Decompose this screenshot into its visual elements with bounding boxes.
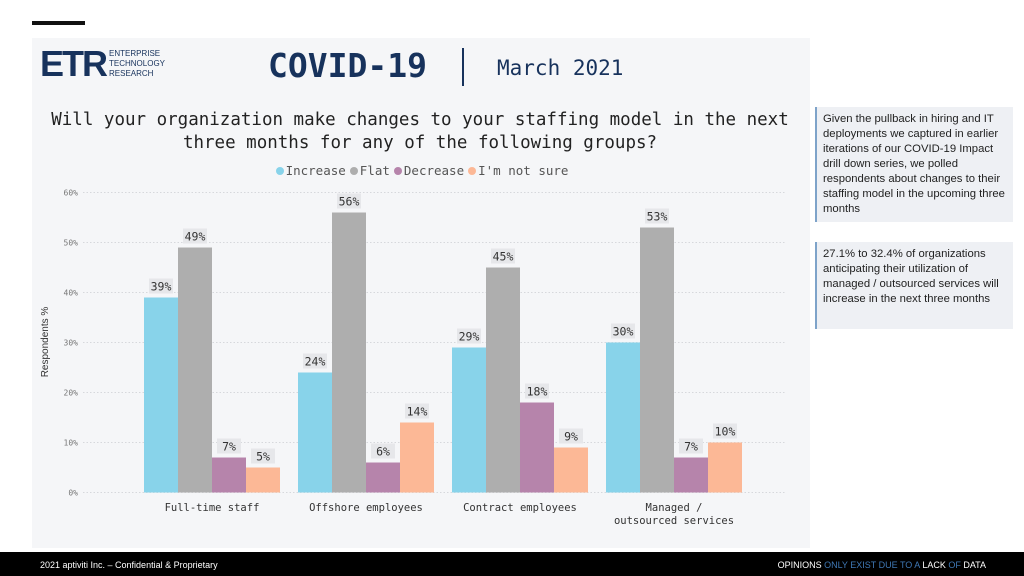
legend-label: I'm not sure (478, 163, 569, 178)
chart-legend: Increase Flat Decrease I'm not sure (40, 163, 800, 178)
note-box-1: Given the pullback in hiring and IT depl… (815, 107, 1013, 222)
y-tick-label: 40% (64, 289, 79, 298)
slide-date: March 2021 (497, 56, 624, 80)
data-label-bg (371, 443, 395, 459)
legend-label: Flat (359, 163, 390, 178)
y-axis-label: Respondents % (40, 307, 51, 378)
logo-line: RESEARCH (109, 69, 154, 78)
tagline-part: ONLY EXIST DUE TO A (824, 560, 923, 570)
data-label-bg (679, 438, 703, 454)
data-label-bg (611, 323, 635, 339)
data-label-bg (405, 403, 429, 419)
bar-flat (332, 212, 366, 493)
bar-increase (452, 347, 486, 493)
bar-flat (178, 247, 212, 493)
note-box-2: 27.1% to 32.4% of organizations anticipa… (815, 242, 1013, 329)
bar-i-m-not-sure (246, 467, 280, 493)
bar-decrease (520, 402, 554, 493)
data-label-bg (645, 208, 669, 224)
data-label-bg (149, 278, 173, 294)
bar-i-m-not-sure (554, 447, 588, 493)
bar-increase (606, 342, 640, 493)
data-label-bg (457, 328, 481, 344)
bar-decrease (674, 457, 708, 493)
data-label-bg (217, 438, 241, 454)
legend-swatch (468, 167, 477, 175)
bar-i-m-not-sure (708, 442, 742, 493)
tagline-part: OF (948, 560, 964, 570)
bar-i-m-not-sure (400, 422, 434, 493)
data-label: 10% (715, 425, 736, 439)
legend-swatch (275, 167, 284, 175)
bar-decrease (366, 462, 400, 493)
x-category-label: Offshore employees (309, 502, 423, 514)
data-label: 56% (339, 195, 360, 209)
y-tick-label: 60% (64, 189, 79, 198)
bar-increase (298, 372, 332, 493)
data-label: 29% (459, 330, 480, 344)
data-label: 7% (684, 440, 698, 454)
title-divider (462, 48, 464, 86)
data-label-bg (183, 228, 207, 244)
bar-chart: 0% 10% 20% 30% 40% 50% 60% Respondents % 39% 49% 7… (40, 189, 785, 527)
etr-logo: ETR ENTERPRISE TECHNOLOGY RESEARCH (40, 46, 165, 82)
top-accent-bar (32, 21, 85, 25)
y-tick-label: 20% (64, 389, 79, 398)
tagline-part: LACK (922, 560, 949, 570)
bar-decrease (212, 457, 246, 493)
legend-swatch (393, 167, 402, 175)
legend-label: Decrease (403, 163, 465, 178)
data-label: 5% (256, 450, 270, 464)
data-label-bg (559, 428, 583, 444)
y-tick-label: 0% (68, 489, 78, 498)
bar-increase (144, 297, 178, 493)
logo-text: ENTERPRISE TECHNOLOGY RESEARCH (109, 49, 165, 79)
data-label: 30% (613, 325, 634, 339)
y-tick-label: 50% (64, 239, 79, 248)
x-category-label: Managed / (646, 502, 703, 514)
tagline-part: OPINIONS (777, 560, 825, 570)
data-label: 9% (564, 430, 578, 444)
data-label-bg (525, 383, 549, 399)
footer: 2021 aptiviti Inc. – Confidential & Prop… (0, 552, 1024, 576)
data-label-bg (713, 423, 737, 439)
data-label-bg (337, 193, 361, 209)
logo-mark: ETR (40, 43, 108, 84)
tagline-part: DATA (963, 560, 986, 570)
data-label: 39% (151, 280, 172, 294)
footer-copyright: 2021 aptiviti Inc. – Confidential & Prop… (40, 560, 218, 570)
bar-flat (486, 267, 520, 493)
data-label-bg (251, 448, 275, 464)
slide-title: COVID-19 (268, 46, 427, 85)
legend-swatch (349, 167, 358, 175)
x-category-label: Full-time staff (165, 502, 260, 514)
data-label-bg (491, 248, 515, 264)
x-category-label: outsourced services (614, 515, 734, 527)
data-label: 53% (647, 210, 668, 224)
y-tick-label: 30% (64, 339, 79, 348)
logo-line: ENTERPRISE (109, 49, 161, 58)
data-label: 7% (222, 440, 236, 454)
data-label: 49% (185, 230, 206, 244)
chart-title: Will your organization make changes to y… (51, 110, 789, 153)
data-label: 6% (376, 445, 390, 459)
x-category-label: Contract employees (463, 502, 577, 514)
bar-flat (640, 227, 674, 493)
data-label: 14% (407, 405, 428, 419)
y-tick-label: 10% (64, 439, 79, 448)
legend-label: Increase (285, 163, 346, 178)
footer-tagline: OPINIONS ONLY EXIST DUE TO A LACK OF DAT… (778, 560, 986, 570)
data-label: 45% (493, 250, 514, 264)
logo-line: TECHNOLOGY (109, 59, 166, 68)
data-label: 18% (527, 385, 548, 399)
data-label: 24% (305, 355, 326, 369)
data-label-bg (303, 353, 327, 369)
